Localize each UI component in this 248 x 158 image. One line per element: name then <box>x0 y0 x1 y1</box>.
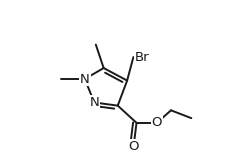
Text: O: O <box>128 140 139 153</box>
Text: Br: Br <box>135 51 149 64</box>
Text: N: N <box>89 96 99 109</box>
Text: O: O <box>152 116 162 129</box>
Text: N: N <box>80 73 90 85</box>
